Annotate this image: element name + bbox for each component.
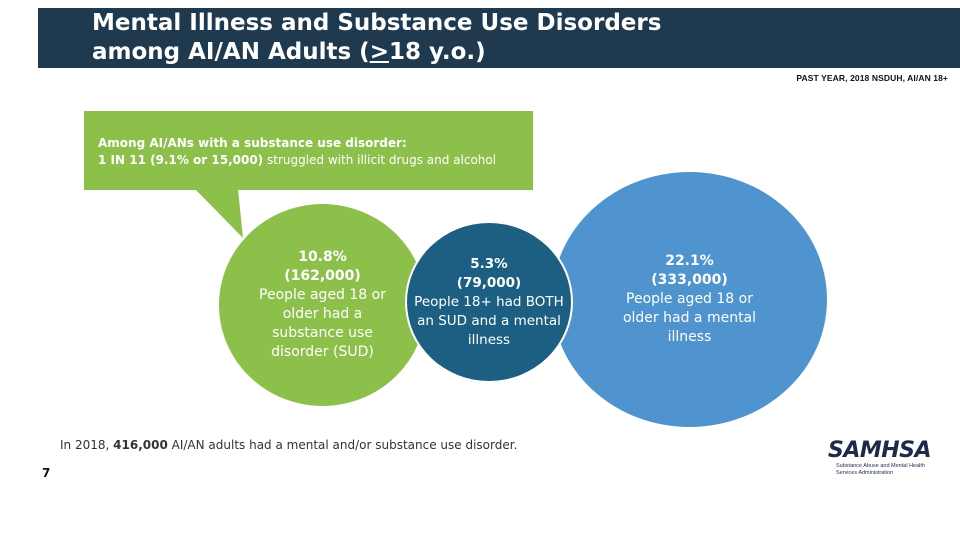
sud-count: (162,000): [284, 268, 361, 284]
both-count: (79,000): [456, 274, 522, 291]
mental-illness-percent: 22.1%: [665, 253, 714, 269]
callout-box: Among AI/ANs with a substance use disord…: [84, 111, 533, 190]
source-label: PAST YEAR, 2018 NSDUH, AI/AN 18+: [796, 73, 948, 83]
title-line-2: among AI/AN Adults (>18 y.o.): [92, 38, 792, 67]
title-line-2-end: 18 y.o.): [388, 39, 486, 65]
callout-description: struggled with illicit drugs and alcohol: [263, 153, 497, 167]
footnote-start: In 2018,: [60, 438, 114, 452]
page-number: 7: [42, 466, 51, 480]
both-description: People 18+ had BOTH an SUD and a mental …: [414, 293, 564, 348]
title-line-2-start: among AI/AN Adults (: [92, 39, 370, 65]
callout-line-2: 1 IN 11 (9.1% or 15,000) struggled with …: [98, 152, 496, 169]
logo-subtitle-1: Substance Abuse and Mental Health: [836, 463, 925, 469]
callout-heading: Among AI/ANs with a substance use disord…: [98, 136, 407, 150]
sud-percent: 10.8%: [298, 249, 347, 265]
samhsa-logo: SAMHSA Substance Abuse and Mental Health…: [828, 439, 938, 477]
logo-wordmark: SAMHSA: [828, 438, 932, 463]
callout-line-1: Among AI/ANs with a substance use disord…: [98, 135, 496, 152]
title-line-1: Mental Illness and Substance Use Disorde…: [92, 10, 662, 36]
title-ge-symbol: >: [369, 39, 389, 65]
both-percent: 5.3%: [470, 255, 508, 272]
callout-stat: 1 IN 11 (9.1% or 15,000): [98, 153, 264, 167]
footnote-end: AI/AN adults had a mental and/or substan…: [167, 438, 518, 452]
mental-illness-count: (333,000): [651, 272, 728, 288]
sud-description: People aged 18 or older had a substance …: [259, 287, 386, 360]
mental-illness-description: People aged 18 or older had a mental ill…: [622, 291, 757, 345]
mental-illness-circle: 22.1% (333,000) People aged 18 or older …: [552, 172, 827, 427]
footnote-total: 416,000: [113, 438, 168, 452]
callout-text: Among AI/ANs with a substance use disord…: [98, 135, 496, 169]
footnote: In 2018, 416,000 AI/AN adults had a ment…: [60, 438, 517, 452]
logo-subtitle-2: Services Administration: [836, 470, 894, 476]
sud-circle: 10.8% (162,000) People aged 18 or older …: [219, 204, 426, 406]
page-title: Mental Illness and Substance Use Disorde…: [92, 9, 792, 67]
both-circle: 5.3% (79,000) People 18+ had BOTH an SUD…: [407, 223, 571, 381]
title-banner: [38, 8, 960, 68]
